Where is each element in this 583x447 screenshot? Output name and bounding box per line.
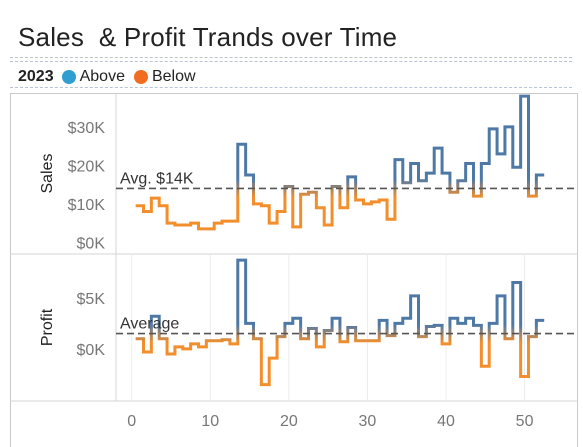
sales-y-tick-label: $0K bbox=[77, 235, 106, 252]
x-tick-label: 20 bbox=[280, 413, 298, 430]
legend: 2023 Above Below bbox=[18, 68, 205, 86]
title-separator-1 bbox=[10, 57, 572, 58]
chart-title: Sales & Profit Trands over Time bbox=[18, 22, 398, 52]
profit-step-line bbox=[135, 258, 545, 387]
profit-y-tick-label: $0K bbox=[77, 342, 106, 359]
legend-above-label: Above bbox=[79, 68, 125, 85]
chart-frame bbox=[10, 93, 578, 447]
legend-title: 2023 bbox=[18, 68, 54, 85]
profit-y-tick-label: $5K bbox=[77, 291, 106, 308]
legend-below-label: Below bbox=[151, 68, 196, 85]
legend-below-swatch bbox=[133, 70, 148, 84]
x-tick-label: 30 bbox=[359, 413, 377, 430]
x-tick-label: 10 bbox=[201, 413, 219, 430]
sales-y-tick-label: $30K bbox=[68, 120, 106, 137]
title-separator-2 bbox=[10, 61, 572, 62]
sales-axis-title: Sales bbox=[39, 153, 56, 193]
legend-above-swatch bbox=[61, 70, 76, 84]
sales-reference-label: Avg. $14K bbox=[120, 170, 194, 187]
sales-y-tick-label: $20K bbox=[68, 158, 106, 175]
sales-y-tick-label: $10K bbox=[68, 197, 106, 214]
x-tick-label: 0 bbox=[127, 413, 136, 430]
x-tick-label: 40 bbox=[437, 413, 455, 430]
profit-axis-title: Profit bbox=[39, 308, 56, 346]
x-tick-label: 50 bbox=[516, 413, 534, 430]
legend-separator bbox=[10, 87, 572, 88]
profit-reference-label: Average bbox=[120, 316, 179, 333]
sales-step-line bbox=[135, 94, 545, 231]
